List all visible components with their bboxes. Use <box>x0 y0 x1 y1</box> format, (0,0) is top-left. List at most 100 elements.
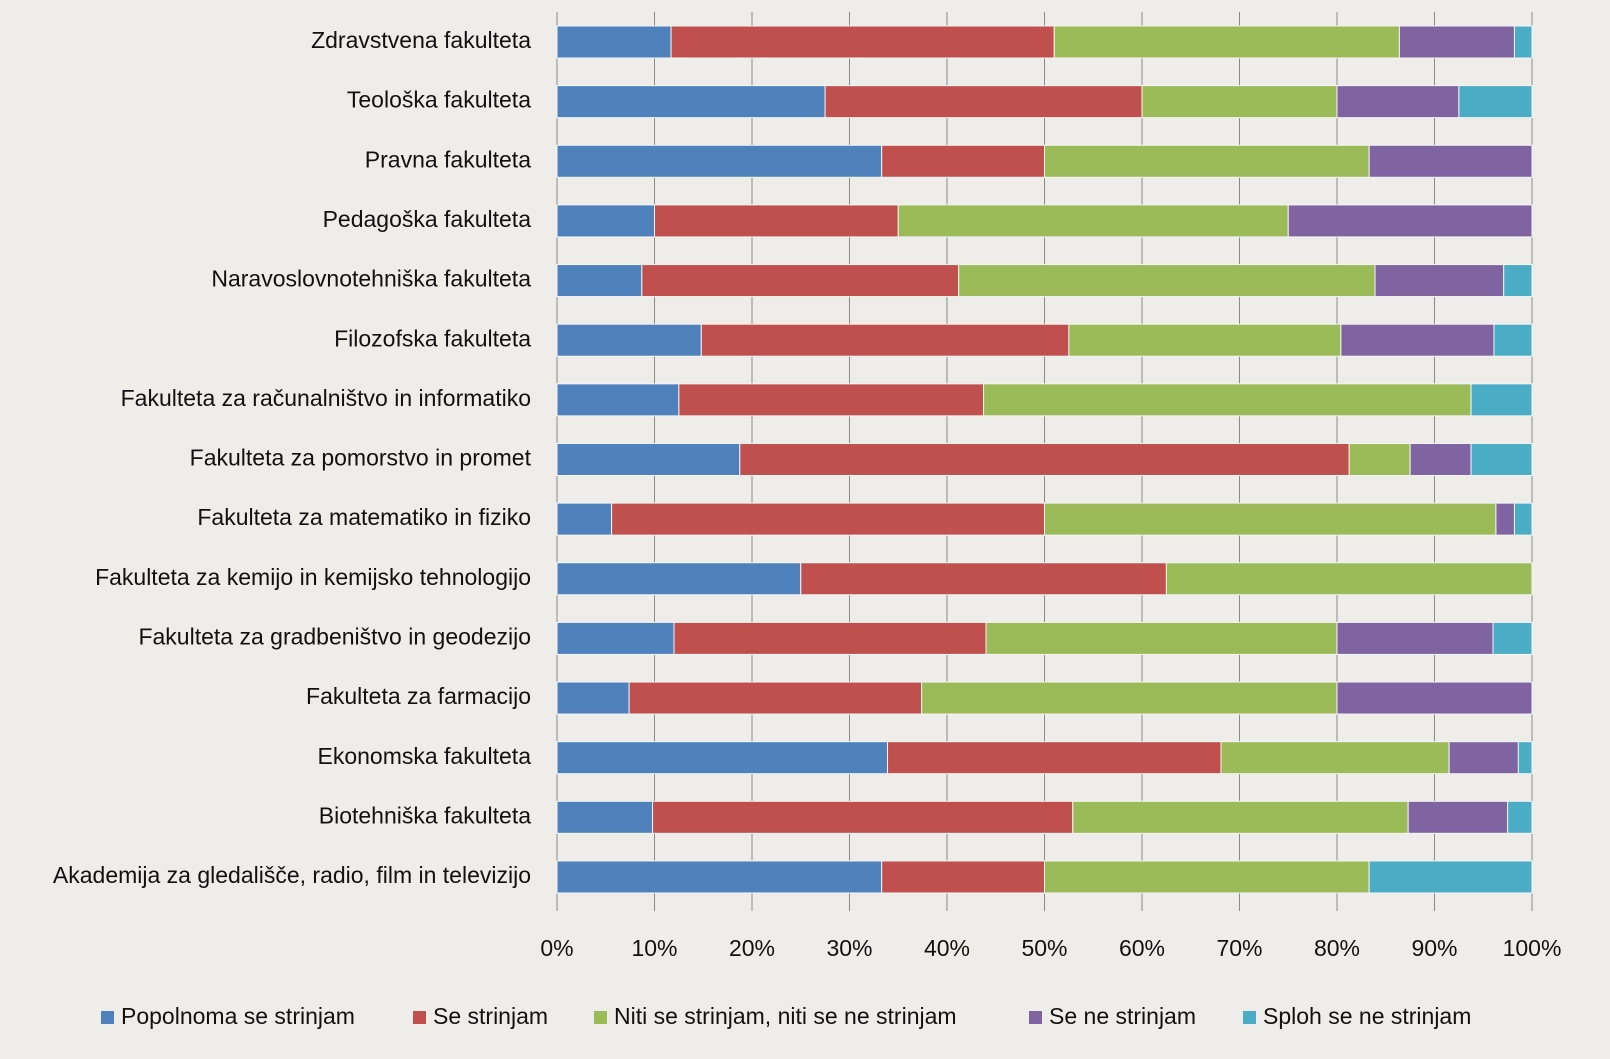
bar-segment <box>1409 442 1472 476</box>
bar-segment <box>1503 264 1533 298</box>
category-label: Filozofska fakulteta <box>334 325 531 351</box>
bar-segment <box>556 323 702 357</box>
bar-segment <box>1068 323 1342 357</box>
bar-segment <box>881 144 1045 178</box>
bar-segment <box>556 204 655 238</box>
bar-segment <box>652 800 1074 834</box>
bar-segment <box>1165 562 1533 596</box>
bar-segment <box>1336 621 1494 655</box>
bar-segment <box>556 502 613 536</box>
bar-segment <box>739 442 1350 476</box>
bar-segment <box>1470 442 1533 476</box>
bar-segment <box>1336 85 1460 119</box>
x-tick-label: 0% <box>540 935 573 961</box>
bar-segment <box>1492 621 1533 655</box>
bar-segment <box>1368 860 1533 894</box>
bar-segment <box>1287 204 1533 238</box>
legend-label: Se ne strinjam <box>1049 1003 1196 1029</box>
bar-segment <box>556 681 630 715</box>
bar-segment <box>1340 323 1495 357</box>
category-label: Akademija za gledališče, radio, film in … <box>53 862 531 888</box>
category-label: Teološka fakulteta <box>347 87 531 113</box>
bar-segment <box>897 204 1289 238</box>
bar-segment <box>611 502 1045 536</box>
x-tick-label: 20% <box>729 935 775 961</box>
bar-segment <box>1448 741 1519 775</box>
category-label: Naravoslovnotehniška fakulteta <box>211 266 531 292</box>
bar-segment <box>1495 502 1515 536</box>
bar-segment <box>1220 741 1450 775</box>
legend-swatch <box>594 1011 607 1024</box>
x-tick-label: 80% <box>1314 935 1360 961</box>
x-tick-label: 60% <box>1119 935 1165 961</box>
x-tick-label: 90% <box>1411 935 1457 961</box>
bar-segment <box>1458 85 1533 119</box>
bar-segment <box>673 621 987 655</box>
bar-segment <box>887 741 1222 775</box>
bar-segment <box>678 383 985 417</box>
bar-segment <box>1513 25 1533 59</box>
category-label: Fakulteta za računalništvo in informatik… <box>121 385 531 411</box>
category-label: Ekonomska fakulteta <box>317 743 531 769</box>
bar-segment <box>654 204 899 238</box>
bar-segment <box>556 85 826 119</box>
category-label: Pravna fakulteta <box>365 146 531 172</box>
bar-segment <box>556 860 883 894</box>
category-label: Biotehniška fakulteta <box>319 802 531 828</box>
x-tick-label: 40% <box>924 935 970 961</box>
bar-segment <box>670 25 1055 59</box>
legend-label: Popolnoma se strinjam <box>121 1003 355 1029</box>
bar-segment <box>958 264 1376 298</box>
category-label: Fakulteta za pomorstvo in promet <box>190 445 532 471</box>
category-label: Fakulteta za matematiko in fiziko <box>197 504 531 530</box>
x-tick-label: 70% <box>1216 935 1262 961</box>
category-label: Fakulteta za kemijo in kemijsko tehnolog… <box>95 564 531 590</box>
x-tick-label: 30% <box>826 935 872 961</box>
bar-segment <box>556 800 654 834</box>
bar-segment <box>556 383 680 417</box>
category-label: Pedagoška fakulteta <box>323 206 532 232</box>
bar-segment <box>1507 800 1533 834</box>
bar-segment <box>1517 741 1533 775</box>
category-label: Zdravstvena fakulteta <box>311 27 531 53</box>
bar-segment <box>1044 144 1370 178</box>
category-label: Fakulteta za gradbeništvo in geodezijo <box>138 623 531 649</box>
bar-segment <box>1044 860 1370 894</box>
bar-segment <box>1072 800 1409 834</box>
bar-segment <box>556 442 741 476</box>
x-tick-label: 10% <box>631 935 677 961</box>
category-label: Fakulteta za farmacijo <box>306 683 531 709</box>
bar-segment <box>1374 264 1505 298</box>
legend-swatch <box>1243 1011 1256 1024</box>
x-tick-label: 100% <box>1503 935 1562 961</box>
legend-swatch <box>1029 1011 1042 1024</box>
bar-segment <box>985 621 1338 655</box>
x-tick-label: 50% <box>1021 935 1067 961</box>
legend-swatch <box>413 1011 426 1024</box>
bar-segment <box>1398 25 1515 59</box>
bar-segment <box>1141 85 1338 119</box>
legend-swatch <box>101 1011 114 1024</box>
bar-segment <box>556 144 883 178</box>
bar-segment <box>1336 681 1533 715</box>
bar-segment <box>556 621 675 655</box>
bar-segment <box>800 562 1167 596</box>
bar-segment <box>1470 383 1533 417</box>
bar-segment <box>628 681 923 715</box>
bar-segment <box>1493 323 1533 357</box>
bar-segment <box>921 681 1338 715</box>
legend-label: Sploh se ne strinjam <box>1263 1003 1471 1029</box>
bar-segment <box>1407 800 1509 834</box>
bar-segment <box>556 264 643 298</box>
bar-segment <box>1053 25 1400 59</box>
bar-segment <box>1368 144 1533 178</box>
bar-segment <box>824 85 1143 119</box>
legend-label: Niti se strinjam, niti se ne strinjam <box>614 1003 957 1029</box>
bar-segment <box>1348 442 1411 476</box>
bar-segment <box>556 562 802 596</box>
legend-label: Se strinjam <box>433 1003 548 1029</box>
bar-segment <box>700 323 1070 357</box>
bar-segment <box>556 25 672 59</box>
bar-segment <box>983 383 1472 417</box>
